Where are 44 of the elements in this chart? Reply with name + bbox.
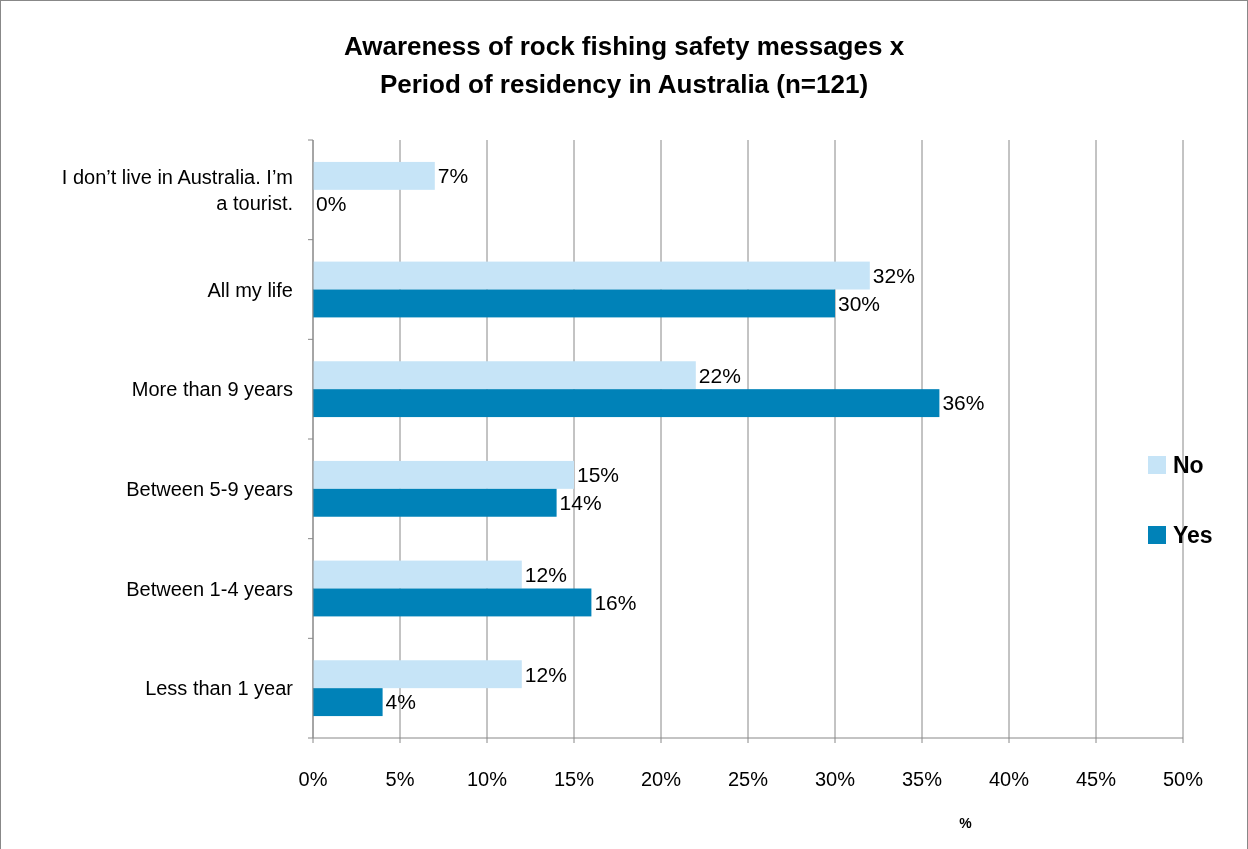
chart-title: Awareness of rock fishing safety messages x Period of residency in Australia (n=121) (343, 31, 905, 99)
bar (313, 488, 557, 517)
bar (313, 161, 435, 190)
bar (313, 688, 383, 717)
x-tick-label: 25% (727, 768, 769, 790)
x-tick-label: 20% (640, 768, 682, 790)
data-label: 32% (872, 263, 915, 287)
x-tick-label: 35% (901, 768, 943, 790)
y-tick-label: Less than 1 year (145, 677, 294, 700)
y-tick-label: Between 5-9 years (126, 477, 293, 500)
data-label: 4% (385, 690, 416, 714)
y-tick-label: All my life (207, 278, 293, 301)
legend-label: No (1173, 452, 1204, 479)
bar (313, 660, 522, 689)
data-label: 12% (524, 562, 567, 586)
bar (313, 588, 592, 617)
data-label: 12% (524, 662, 567, 686)
data-label: 22% (698, 363, 741, 387)
legend-label: Yes (1173, 522, 1213, 549)
bar (313, 560, 522, 589)
y-tick-label: Between 1-4 years (126, 577, 293, 600)
data-label: 36% (942, 391, 985, 415)
x-axis-title: % (959, 815, 973, 831)
x-tick-label: 50% (1162, 768, 1204, 790)
data-label: 15% (577, 463, 620, 487)
x-tick-label: 30% (814, 768, 856, 790)
data-label: 0% (316, 192, 347, 216)
bar (313, 361, 696, 390)
x-tick-label: 5% (385, 768, 415, 790)
x-tick-label: 40% (988, 768, 1030, 790)
data-label: 14% (559, 491, 602, 515)
bar (313, 460, 574, 489)
bar (313, 389, 940, 418)
data-label: 7% (437, 164, 469, 188)
x-tick-label: 15% (553, 768, 595, 790)
data-label: 30% (838, 291, 881, 315)
x-tick-label: 45% (1075, 768, 1117, 790)
x-tick-label: 0% (298, 768, 328, 790)
x-tick-label: 10% (466, 768, 508, 790)
y-tick-label: I don’t live in Australia. I’m a tourist. (61, 165, 293, 214)
bar (313, 289, 835, 318)
bar (313, 261, 870, 290)
y-tick-label: More than 9 years (131, 378, 293, 401)
data-label: 16% (594, 590, 637, 614)
